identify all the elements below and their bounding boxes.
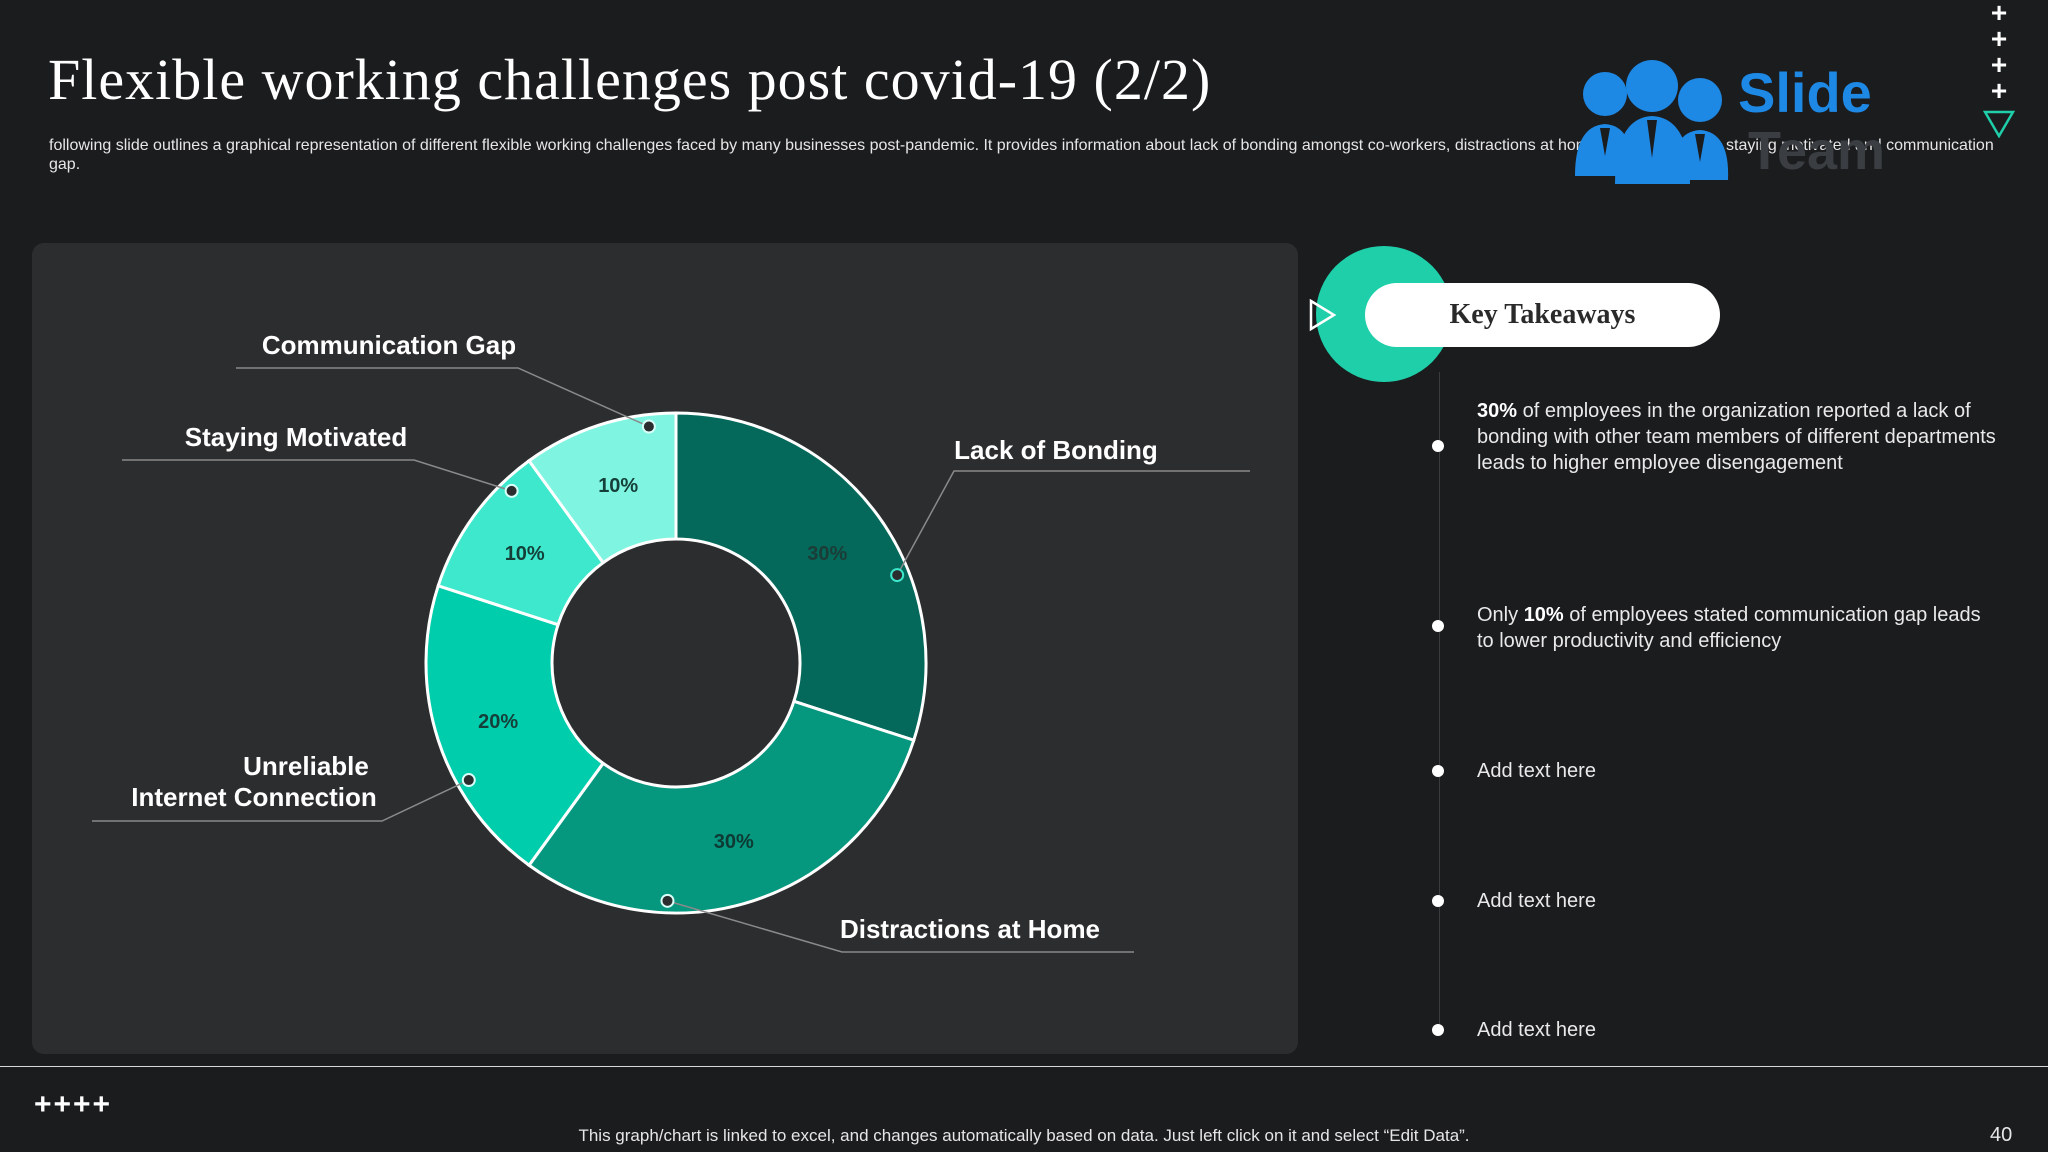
callout-leader-line — [92, 779, 470, 822]
bullet-dot — [1432, 895, 1444, 907]
callout-marker — [461, 773, 476, 788]
footer-divider — [0, 1066, 2048, 1067]
takeaway-text: Add text here — [1477, 1019, 1596, 1041]
donut-slice — [526, 699, 916, 915]
callout-leader-line — [236, 367, 650, 428]
donut-slice — [424, 583, 606, 868]
callout-leader-line — [896, 470, 1250, 576]
footer-note: This graph/chart is linked to excel, and… — [578, 1126, 1470, 1145]
bullet-dot — [1432, 1024, 1444, 1036]
callout-marker — [641, 419, 656, 434]
slice-value-label: 30% — [714, 831, 754, 853]
slice-category-label: Communication Gap — [262, 330, 516, 360]
slice-value-label: 30% — [807, 543, 847, 565]
takeaways-timeline — [1439, 372, 1440, 1032]
donut-slice — [674, 411, 928, 743]
play-arrow-icon — [1309, 298, 1337, 332]
bullet-dot — [1432, 765, 1444, 777]
callout-leader-line — [667, 900, 1134, 953]
callout-marker — [660, 893, 675, 908]
team-people-icon — [1575, 60, 1729, 184]
callout-leader-line — [122, 459, 512, 492]
slice-category-label: Lack of Bonding — [954, 435, 1158, 465]
key-takeaways-heading: Key Takeaways — [1365, 283, 1720, 347]
slice-value-label: 10% — [598, 475, 638, 497]
donut-chart: 30% Lack of Bonding 30% Distractions at Hom… — [92, 330, 1250, 953]
slice-value-label: 20% — [478, 711, 518, 733]
corner-triangle-icon — [1983, 110, 2015, 138]
page-number: 40 — [1990, 1124, 2013, 1146]
takeaway-text: 30% of employees in the organization rep… — [1477, 400, 1996, 474]
chart-panel: 30% Lack of Bonding 30% Distractions at Hom… — [32, 243, 1298, 1054]
footer-plus-decoration: ++++ — [34, 1088, 113, 1121]
slide-subtitle: following slide outlines a graphical rep… — [49, 137, 1994, 173]
logo-sub-text: Team — [1748, 121, 1886, 181]
callout-marker — [504, 483, 519, 498]
bullet-dot — [1432, 440, 1444, 452]
slice-value-label: 10% — [505, 543, 545, 565]
slice-category-label: Staying Motivated — [185, 422, 407, 452]
callout-marker — [890, 568, 905, 583]
takeaway-text: Only 10% of employees stated communicati… — [1477, 604, 1981, 652]
slice-category-label: Internet Connection — [131, 782, 377, 812]
corner-plus-decoration: + + + + — [1990, 0, 2008, 106]
donut-slice — [526, 411, 678, 565]
takeaway-text: Add text here — [1477, 760, 1596, 782]
slice-category-label: Distractions at Home — [840, 914, 1100, 944]
slice-category-label: Unreliable — [243, 751, 369, 781]
logo-brand-text: Slide — [1738, 61, 1872, 124]
bullet-dot — [1432, 620, 1444, 632]
slide-team-logo: Slide Team — [1570, 56, 1885, 186]
slide-title: Flexible working challenges post covid-1… — [48, 47, 1212, 112]
takeaway-text: Add text here — [1477, 890, 1596, 912]
